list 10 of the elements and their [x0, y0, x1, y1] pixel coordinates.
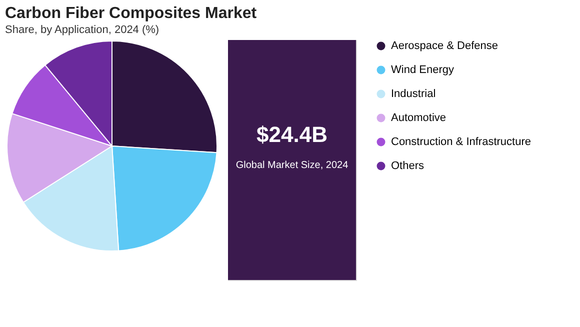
legend-label: Aerospace & Defense: [391, 40, 498, 52]
text: $24.4B: [256, 122, 328, 147]
text: Global Market Size, 2024: [236, 160, 349, 171]
legend-label: Others: [391, 160, 425, 172]
chart-subtitle: Share, by Application, 2024 (%): [5, 24, 160, 36]
legend-label: Industrial: [391, 88, 436, 100]
legend-label: Construction & Infrastructure: [391, 136, 532, 148]
legend-label: Wind Energy: [391, 64, 454, 76]
legend-label: Automotive: [391, 112, 446, 124]
chart-title: Carbon Fiber Composites Market: [5, 5, 258, 22]
